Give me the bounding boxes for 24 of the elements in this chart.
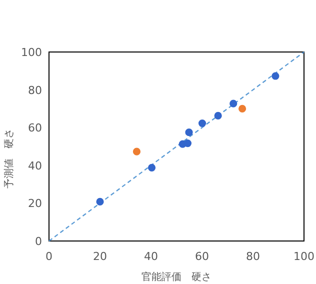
x-axis-title: 官能評価 硬さ — [142, 271, 212, 283]
point — [272, 72, 280, 80]
point — [214, 112, 222, 120]
point — [185, 128, 193, 136]
y-tick-label: 60 — [28, 122, 42, 135]
x-tick-label: 40 — [144, 250, 158, 263]
x-tick-label: 0 — [46, 250, 52, 263]
x-tick-label: 20 — [93, 250, 107, 263]
x-tick-label: 100 — [294, 250, 314, 263]
point — [132, 148, 141, 156]
point — [96, 198, 104, 206]
point — [238, 104, 246, 112]
y-tick-label: 80 — [28, 84, 42, 97]
y-tick-label: 100 — [21, 46, 42, 59]
point — [198, 119, 206, 128]
point — [148, 164, 156, 172]
point — [184, 139, 192, 148]
y-axis-title: 予測値 硬さ — [3, 128, 15, 188]
x-tick-label: 60 — [195, 250, 209, 263]
y-tick-label: 20 — [28, 197, 42, 210]
point — [230, 100, 238, 108]
x-tick-label: 80 — [246, 250, 260, 263]
y-tick-label: 0 — [35, 235, 42, 248]
y-tick-label: 40 — [28, 159, 42, 172]
